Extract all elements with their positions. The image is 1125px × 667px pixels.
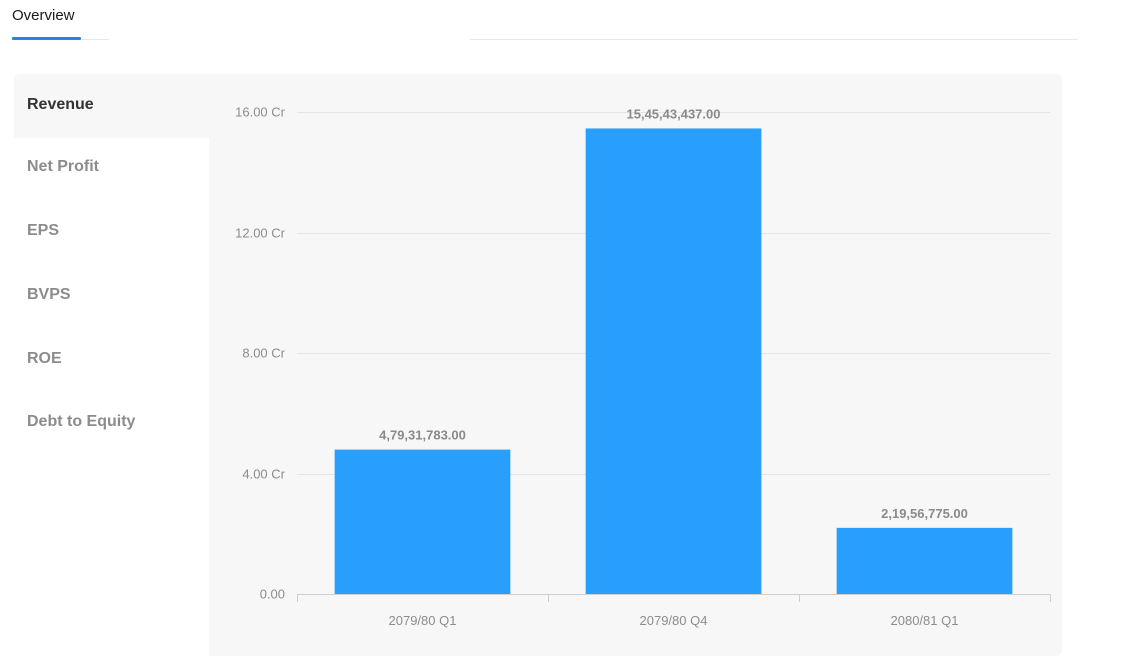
sidebar-item-debt-to-equity[interactable]: Debt to Equity [27,413,136,430]
y-tick-label: 4.00 Cr [242,467,285,482]
revenue-bar [334,449,511,594]
sidebar-item-net-profit[interactable]: Net Profit [27,158,99,175]
active-tab-indicator [12,37,81,40]
revenue-bar [836,527,1013,594]
sidebar-item-revenue[interactable]: Revenue [14,74,209,138]
tab-bar-divider [81,39,109,40]
x-category-label: 2079/80 Q4 [640,613,708,628]
bar-value-label: 4,79,31,783.00 [379,428,466,443]
revenue-bar [585,128,762,594]
bar-value-label: 2,19,56,775.00 [881,506,968,521]
sidebar-item-roe[interactable]: ROE [27,350,62,367]
sidebar-item-eps[interactable]: EPS [27,222,60,239]
tab-overview[interactable]: Overview [12,7,75,24]
y-tick-label: 12.00 Cr [235,226,286,241]
y-tick-label: 8.00 Cr [242,346,285,361]
sidebar-item-bvps[interactable]: BVPS [27,286,71,303]
y-tick-label: 16.00 Cr [235,105,286,120]
x-category-label: 2079/80 Q1 [389,613,457,628]
tab-bar-divider [470,39,1078,40]
revenue-bar-chart: 0.00 4.00 Cr 8.00 Cr 12.00 Cr 16.00 Cr 4,79,3… [235,105,1051,628]
y-tick-label: 0.00 [260,587,285,602]
tab-bar: Overview [0,0,1125,41]
x-category-label: 2080/81 Q1 [891,613,959,628]
metric-sidebar: Revenue Net Profit EPS BVPS ROE Debt to … [14,74,209,656]
bar-value-label: 15,45,43,437.00 [627,106,721,121]
